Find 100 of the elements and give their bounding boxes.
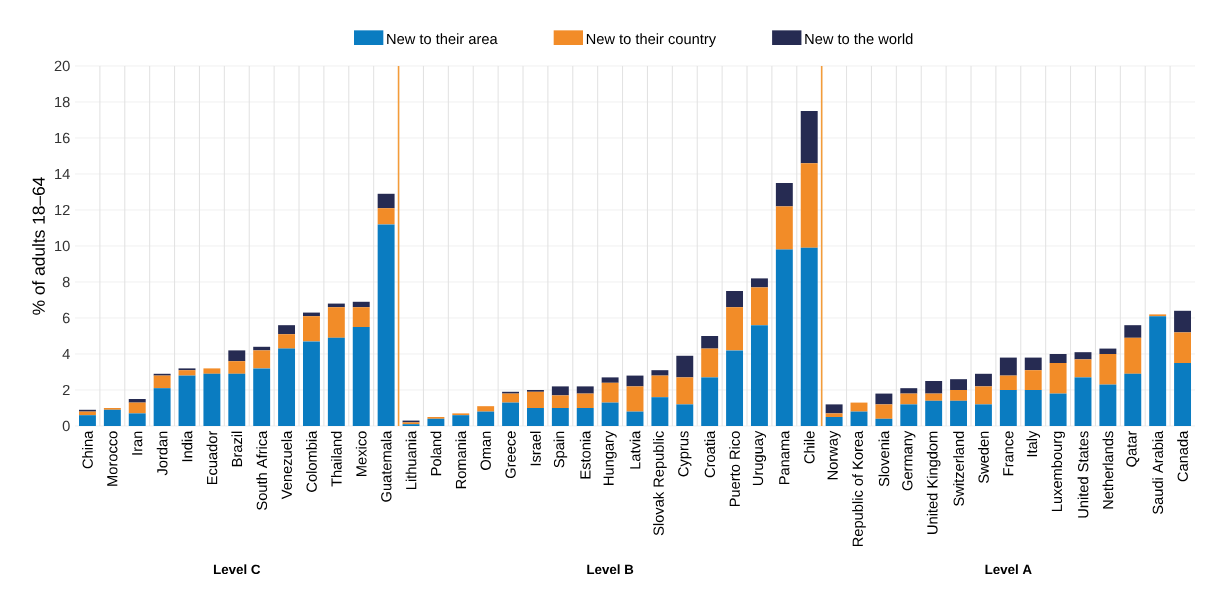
bar — [950, 379, 968, 390]
bar — [999, 389, 1017, 426]
bar — [576, 407, 594, 426]
x-tick-label: Brazil — [231, 431, 243, 467]
x-tick-label: Morocco — [107, 431, 118, 486]
x-tick-label: Chile — [803, 431, 815, 464]
bar — [875, 393, 893, 405]
text: Level C — [213, 564, 261, 575]
bar — [800, 163, 818, 248]
y-tick-label: 6 — [62, 312, 70, 324]
bar — [750, 325, 768, 426]
bar — [1024, 357, 1042, 371]
bar — [1099, 348, 1117, 354]
bar — [651, 370, 669, 376]
bar — [950, 400, 968, 426]
x-tick-label: France — [1003, 431, 1014, 476]
bar — [651, 375, 669, 398]
bar — [974, 404, 992, 426]
x-tick-label: Latvia — [629, 430, 641, 469]
bar — [775, 182, 793, 207]
y-axis-title: % of adults 18–64 — [32, 177, 45, 315]
bar — [601, 402, 619, 426]
y-tick-label: 20 — [54, 60, 70, 72]
bar — [726, 290, 744, 308]
y-tick-label: 4 — [62, 348, 70, 360]
bar — [1024, 370, 1042, 390]
bar — [850, 402, 868, 412]
x-tick-label: Lithuania — [405, 430, 417, 490]
text: Level A — [985, 564, 1032, 575]
bar — [825, 416, 843, 426]
x-tick-label: Mexico — [355, 431, 367, 476]
bar — [153, 375, 171, 389]
y-tick-label: 12 — [55, 204, 70, 216]
x-tick-label: Jordan — [156, 431, 168, 476]
bar — [302, 341, 320, 426]
bar — [178, 375, 196, 426]
x-tick-label: Oman — [480, 431, 491, 470]
x-tick-label: Luxembourg — [1051, 431, 1065, 512]
bar — [203, 373, 221, 426]
bar — [800, 247, 818, 426]
bar — [900, 404, 918, 426]
x-tick-label: Republic of Korea — [852, 430, 866, 547]
bar — [128, 413, 146, 426]
bar — [775, 249, 793, 426]
x-tick-label: Guatemala — [380, 430, 392, 502]
x-tick-label: Slovenia — [878, 430, 890, 487]
bar — [676, 377, 694, 405]
bar — [850, 411, 868, 426]
x-tick-label: India — [181, 430, 193, 462]
bar — [377, 193, 395, 209]
x-tick-label: Estonia — [579, 430, 591, 479]
bar — [103, 409, 121, 426]
bar — [327, 307, 345, 338]
x-tick-label: Panama — [779, 430, 790, 485]
x-tick-label: Romania — [455, 430, 467, 489]
bar — [452, 415, 470, 426]
bar — [1174, 332, 1192, 363]
x-tick-label: Switzerland — [953, 431, 964, 506]
bar — [1124, 373, 1142, 426]
bar — [377, 224, 395, 426]
bar — [950, 389, 968, 401]
bar — [900, 388, 918, 394]
bar — [128, 398, 146, 403]
bar — [676, 355, 694, 378]
x-tick-label: South Africa — [256, 430, 268, 510]
y-tick-label: 14 — [55, 168, 70, 180]
bar — [302, 316, 320, 342]
bar — [526, 391, 544, 408]
bar — [1074, 377, 1092, 426]
bar — [228, 350, 246, 362]
bar — [626, 386, 644, 412]
bar — [875, 418, 893, 426]
bar — [1074, 352, 1092, 360]
bar — [676, 404, 694, 426]
legend-label: New to the world — [805, 33, 913, 45]
bar — [1074, 359, 1092, 378]
bar — [1174, 362, 1192, 426]
bar — [551, 386, 569, 396]
bar — [701, 377, 719, 426]
bar — [601, 382, 619, 403]
bar — [750, 287, 768, 326]
bar — [1049, 362, 1067, 394]
bar — [576, 393, 594, 408]
bar — [128, 402, 146, 414]
bar — [253, 350, 271, 369]
bar — [726, 350, 744, 426]
bar — [352, 307, 370, 327]
bar — [925, 380, 943, 394]
x-tick-label: Israel — [530, 431, 541, 466]
bar — [974, 386, 992, 405]
x-tick-label: Colombia — [306, 430, 317, 492]
legend-label: New to their country — [586, 33, 717, 48]
bar — [900, 393, 918, 405]
bar — [278, 348, 296, 426]
bar — [626, 411, 644, 426]
bar — [825, 413, 843, 417]
bar — [153, 388, 171, 426]
bar — [601, 377, 619, 383]
x-tick-label: Hungary — [603, 430, 617, 485]
bar — [228, 373, 246, 426]
